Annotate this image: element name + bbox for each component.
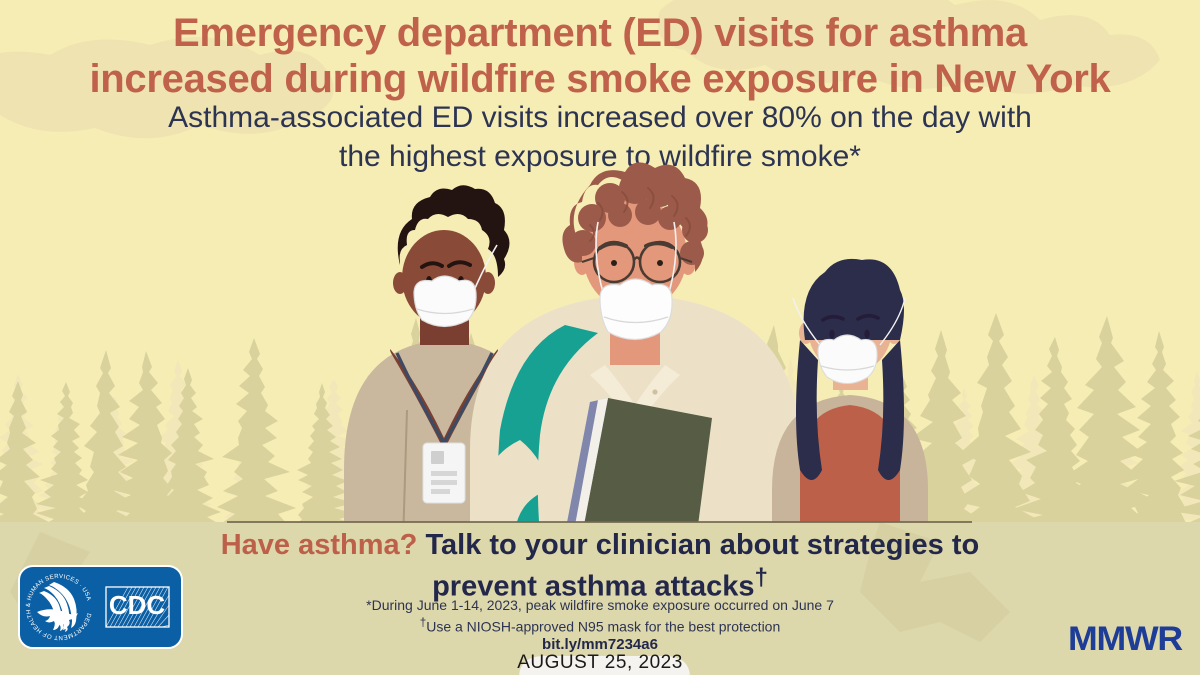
svg-text:CDC: CDC <box>109 590 166 620</box>
